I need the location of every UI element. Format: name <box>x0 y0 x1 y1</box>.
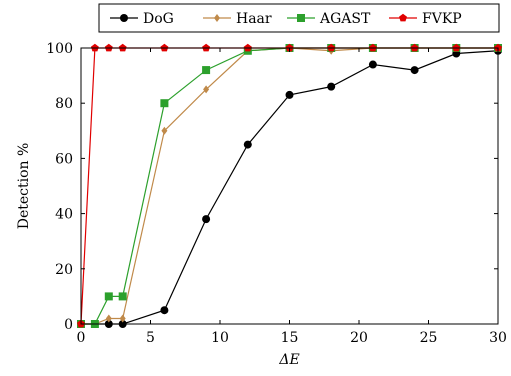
y-tick-label: 20 <box>55 262 73 278</box>
series-line-fvkp <box>80 47 498 325</box>
legend-marker-dog <box>120 14 128 22</box>
legend-item-haar: Haar <box>203 11 272 27</box>
x-tick-label: 15 <box>281 330 299 346</box>
y-axis-label: Detection % <box>16 143 32 230</box>
data-point-dog <box>285 90 294 99</box>
legend-marker-haar <box>214 14 220 22</box>
series-haar <box>78 44 501 328</box>
legend-label-dog: DoG <box>143 11 174 27</box>
data-point-dog <box>243 140 252 149</box>
plot-frame <box>80 47 499 325</box>
y-tick-label: 40 <box>55 207 73 223</box>
x-tick-label: 30 <box>489 330 507 346</box>
data-point-haar <box>105 314 112 323</box>
data-point-agast <box>160 99 169 108</box>
legend-label-agast: AGAST <box>319 11 371 27</box>
x-tick-label: 25 <box>420 330 438 346</box>
y-tick-label: 0 <box>64 317 73 333</box>
data-point-haar <box>161 126 168 135</box>
ticks-layer: 0 5 10 15 20 25 30 0 20 40 60 80 100 <box>46 41 507 346</box>
data-point-agast <box>104 292 113 301</box>
x-tick-label: 5 <box>146 330 155 346</box>
y-tick-label: 100 <box>46 41 73 57</box>
legend-marker-agast <box>297 14 305 22</box>
series-line-haar <box>81 47 498 325</box>
data-point-haar <box>203 85 210 94</box>
series-line-agast <box>81 47 498 325</box>
x-tick-label: 0 <box>77 330 86 346</box>
x-tick-label: 10 <box>211 330 229 346</box>
data-point-agast <box>118 292 127 301</box>
legend-marker-fvkp <box>399 13 407 22</box>
data-point-agast <box>202 66 211 75</box>
y-tick-label: 80 <box>55 96 73 112</box>
series-agast <box>77 44 502 328</box>
y-tick-label: 60 <box>55 151 73 167</box>
data-point-dog <box>410 66 419 75</box>
data-point-dog <box>327 82 336 91</box>
data-point-haar <box>119 314 126 323</box>
data-point-dog <box>202 215 211 224</box>
legend-item-agast: AGAST <box>287 11 371 27</box>
x-tick-label: 20 <box>350 330 368 346</box>
legend-label-haar: Haar <box>236 11 272 27</box>
legend-item-dog: DoG <box>110 11 174 27</box>
series-dog <box>77 46 502 328</box>
x-axis-label: ΔE <box>278 352 299 368</box>
legend-item-fvkp: FVKP <box>389 11 462 27</box>
series-fvkp <box>77 43 502 328</box>
legend-label-fvkp: FVKP <box>422 11 462 27</box>
legend: DoG Haar AGAST FVKP <box>98 3 500 33</box>
series-layer <box>77 43 502 328</box>
data-point-dog <box>160 306 169 315</box>
data-point-dog <box>368 60 377 69</box>
